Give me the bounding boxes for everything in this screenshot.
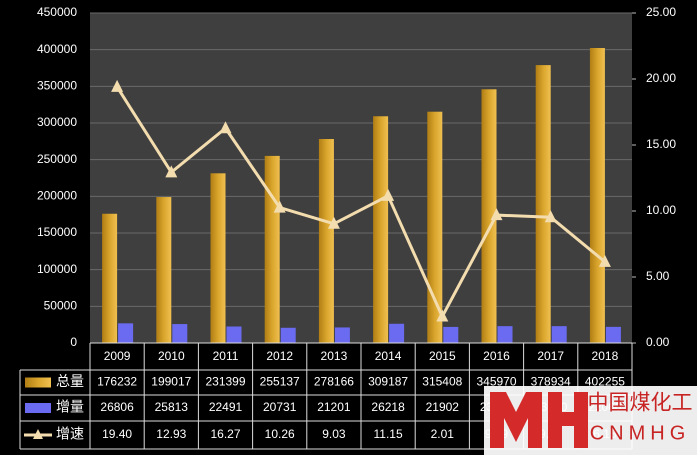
table-value: 9.03 <box>322 427 346 441</box>
x-tick-label: 2011 <box>213 349 239 363</box>
y2-tick-label: 15.00 <box>646 137 676 151</box>
y2-tick-label: 25.00 <box>646 5 676 19</box>
total-bar <box>156 197 172 343</box>
table-value: 11.15 <box>374 427 403 441</box>
table-value: 22491 <box>209 400 243 414</box>
table-value: 12.93 <box>156 427 186 441</box>
growth-marker <box>544 210 557 223</box>
increment-bar <box>389 323 405 343</box>
total-bar <box>373 116 389 343</box>
table-value: 231399 <box>205 375 245 389</box>
growth-marker <box>598 254 611 267</box>
table-value: 309187 <box>368 375 408 389</box>
total-bar <box>102 213 118 343</box>
watermark-sub: CNMHG <box>590 422 691 444</box>
increment-bar <box>334 327 350 343</box>
increment-bar <box>280 327 296 343</box>
table-value: 10.26 <box>265 427 295 441</box>
x-tick-label: 2014 <box>375 349 402 363</box>
x-tick-label: 2016 <box>483 349 510 363</box>
table-value: 19.40 <box>102 427 132 441</box>
table-value: 26806 <box>100 400 134 414</box>
increment-bar <box>605 326 621 343</box>
growth-marker <box>111 79 124 92</box>
x-tick-label: 2009 <box>104 349 131 363</box>
x-tick-label: 2012 <box>266 349 293 363</box>
legend-label: 总量 <box>56 373 84 389</box>
table-value: 26218 <box>371 400 405 414</box>
x-tick-label: 2010 <box>158 349 185 363</box>
legend-swatch <box>25 377 51 388</box>
growth-marker <box>327 216 340 229</box>
total-bar <box>535 65 551 344</box>
y2-tick-label: 20.00 <box>646 71 676 85</box>
table-value: 345970 <box>476 375 516 389</box>
table-value: 199017 <box>151 375 191 389</box>
y-tick-label: 400000 <box>37 42 77 56</box>
table-value: 16.27 <box>210 427 240 441</box>
growth-marker <box>436 309 449 322</box>
growth-marker <box>273 200 286 213</box>
y2-tick-label: 5.00 <box>646 269 670 283</box>
increment-bar <box>172 324 188 343</box>
total-bar <box>318 139 334 343</box>
table-value: 278166 <box>314 375 354 389</box>
total-bar <box>264 155 280 343</box>
increment-bar <box>226 326 242 343</box>
increment-bar <box>497 326 513 343</box>
y-tick-label: 300000 <box>37 115 77 129</box>
x-tick-label: 2017 <box>537 349 564 363</box>
table-value: 20731 <box>263 400 297 414</box>
x-tick-label: 2013 <box>321 349 348 363</box>
legend-swatch <box>25 403 51 413</box>
table-value: 25813 <box>155 400 189 414</box>
x-tick-label: 2015 <box>429 349 456 363</box>
y-tick-label: 150000 <box>37 225 77 239</box>
y2-tick-label: 0.00 <box>646 335 670 349</box>
increment-bar <box>118 323 134 343</box>
table-value: 2.01 <box>431 427 455 441</box>
growth-marker <box>165 165 178 178</box>
y-tick-label: 350000 <box>37 79 77 93</box>
y-tick-label: 0 <box>70 335 77 349</box>
table-value: 255137 <box>260 375 300 389</box>
watermark-logo <box>490 392 588 448</box>
total-bar <box>589 48 605 343</box>
total-bar <box>427 111 443 343</box>
legend-label: 增速 <box>56 426 84 442</box>
table-value: 378934 <box>531 375 571 389</box>
table-value: 176232 <box>97 375 137 389</box>
table-value: 21201 <box>317 400 351 414</box>
growth-line <box>115 86 606 320</box>
total-bar <box>210 173 226 343</box>
total-bar <box>481 89 497 343</box>
y-tick-label: 100000 <box>37 262 77 276</box>
table-value: 402255 <box>585 375 625 389</box>
legend-marker <box>33 429 43 439</box>
y2-tick-label: 10.00 <box>646 203 676 217</box>
y-tick-label: 200000 <box>37 189 77 203</box>
legend-label: 增量 <box>56 399 84 415</box>
growth-marker <box>219 121 232 134</box>
growth-marker <box>382 188 395 201</box>
watermark-text: 中国煤化工 <box>588 392 693 415</box>
y-tick-label: 250000 <box>37 152 77 166</box>
x-tick-label: 2018 <box>592 349 619 363</box>
increment-bar <box>443 326 459 343</box>
y-tick-label: 450000 <box>37 5 77 19</box>
table-value: 315408 <box>422 375 462 389</box>
table-value: 21902 <box>426 400 460 414</box>
increment-bar <box>551 326 567 343</box>
y-tick-label: 50000 <box>44 299 78 313</box>
growth-marker <box>490 208 503 221</box>
